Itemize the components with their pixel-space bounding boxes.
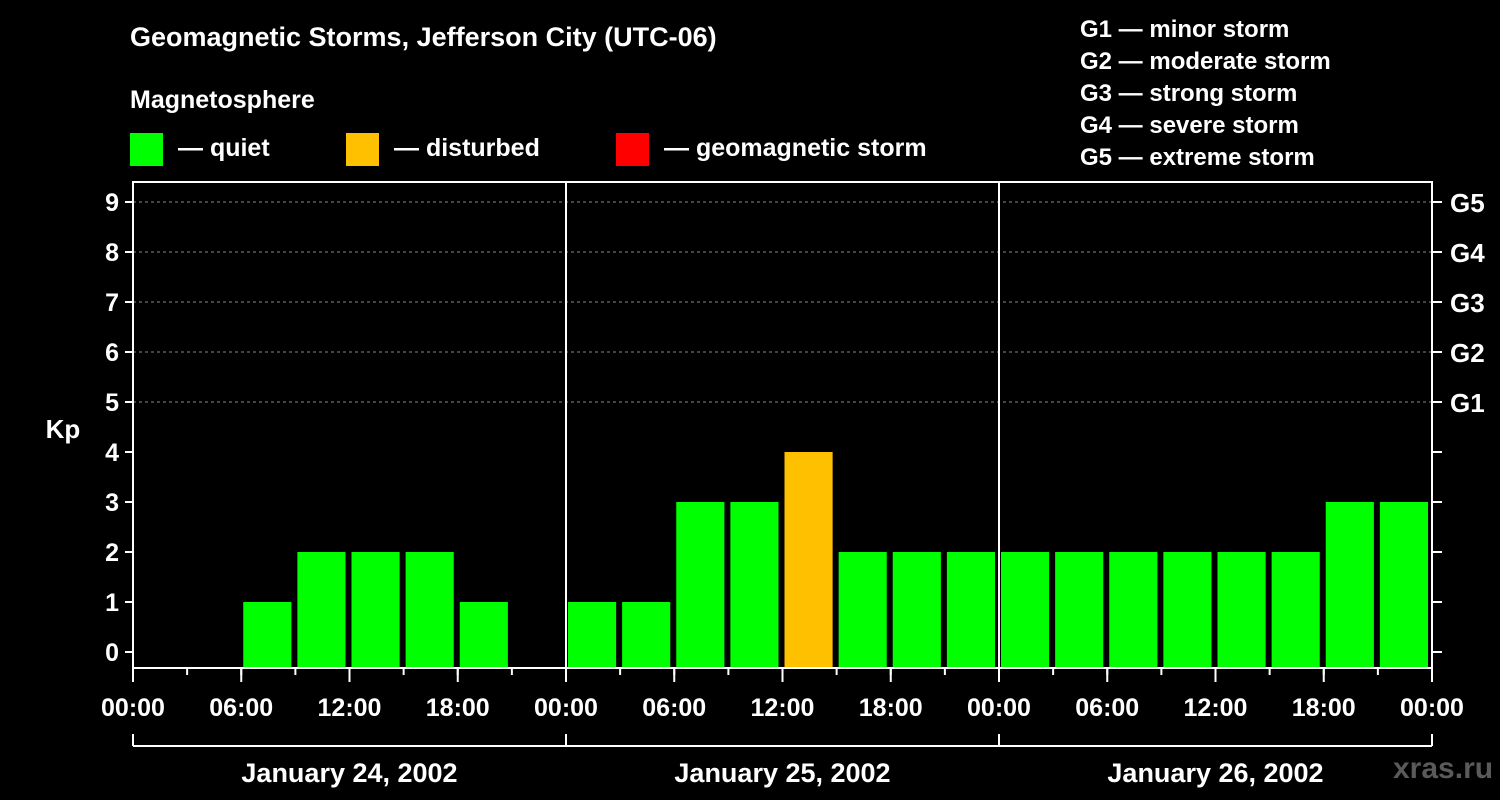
storm-scale-g1: G1 — minor storm <box>1080 16 1290 43</box>
kp-bar <box>1217 552 1266 668</box>
kp-bar <box>351 552 400 668</box>
kp-bar <box>1163 552 1212 668</box>
y-tick-label: 0 <box>105 639 119 667</box>
y-tick-label: 6 <box>105 339 119 367</box>
kp-bar <box>838 552 887 668</box>
kp-bar <box>1271 552 1320 668</box>
kp-bar <box>1109 552 1158 668</box>
x-tick-label: 06:00 <box>209 694 273 722</box>
storm-scale-g3: G3 — strong storm <box>1080 80 1298 107</box>
kp-bar <box>730 502 779 668</box>
y-tick-label: 5 <box>105 389 119 417</box>
y-tick-label: 2 <box>105 539 119 567</box>
kp-bar <box>946 552 995 668</box>
legend-swatch-disturbed <box>346 133 379 166</box>
storm-scale-g4: G4 — severe storm <box>1080 112 1299 139</box>
kp-bar <box>405 552 454 668</box>
storm-level-label: G5 <box>1450 188 1485 218</box>
kp-bar <box>1001 552 1050 668</box>
storm-level-label: G2 <box>1450 338 1485 368</box>
legend-swatch-quiet <box>130 133 163 166</box>
magnetosphere-heading: Magnetosphere <box>130 86 315 114</box>
storm-scale-g5: G5 — extreme storm <box>1080 144 1315 171</box>
y-tick-label: 4 <box>105 439 119 467</box>
day-label: January 25, 2002 <box>674 758 890 788</box>
y-tick-label: 9 <box>105 189 119 217</box>
day-label: January 26, 2002 <box>1107 758 1323 788</box>
kp-bar <box>243 602 292 668</box>
kp-bar <box>892 552 941 668</box>
kp-bar <box>622 602 671 668</box>
y-tick-label: 8 <box>105 239 119 267</box>
x-tick-label: 00:00 <box>101 694 165 722</box>
x-tick-label: 12:00 <box>1184 694 1248 722</box>
x-tick-label: 00:00 <box>534 694 598 722</box>
kp-bar <box>676 502 725 668</box>
storm-level-label: G1 <box>1450 388 1485 418</box>
x-tick-label: 00:00 <box>967 694 1031 722</box>
kp-bar <box>1055 552 1104 668</box>
legend-label-disturbed: — disturbed <box>394 134 540 162</box>
x-tick-label: 00:00 <box>1400 694 1464 722</box>
kp-bar <box>568 602 617 668</box>
storm-scale-g2: G2 — moderate storm <box>1080 48 1331 75</box>
watermark: xras.ru <box>1393 752 1494 785</box>
chart-title: Geomagnetic Storms, Jefferson City (UTC-… <box>130 22 717 52</box>
x-tick-label: 18:00 <box>1292 694 1356 722</box>
legend-label-quiet: — quiet <box>178 134 270 162</box>
x-tick-label: 06:00 <box>1075 694 1139 722</box>
x-tick-label: 06:00 <box>642 694 706 722</box>
kp-bar <box>459 602 508 668</box>
day-label: January 24, 2002 <box>241 758 457 788</box>
y-axis-label: Kp <box>46 414 81 444</box>
kp-bar <box>297 552 346 668</box>
kp-bar <box>784 452 833 668</box>
legend-label-storm: — geomagnetic storm <box>664 134 927 162</box>
y-tick-label: 3 <box>105 489 119 517</box>
x-tick-label: 12:00 <box>751 694 815 722</box>
kp-bar <box>1325 502 1374 668</box>
x-tick-label: 18:00 <box>859 694 923 722</box>
legend-swatch-storm <box>616 133 649 166</box>
kp-bar <box>1379 502 1428 668</box>
storm-level-label: G3 <box>1450 288 1485 318</box>
storm-level-label: G4 <box>1450 238 1485 268</box>
y-tick-label: 7 <box>105 289 119 317</box>
x-tick-label: 18:00 <box>426 694 490 722</box>
y-tick-label: 1 <box>105 589 119 617</box>
x-tick-label: 12:00 <box>318 694 382 722</box>
